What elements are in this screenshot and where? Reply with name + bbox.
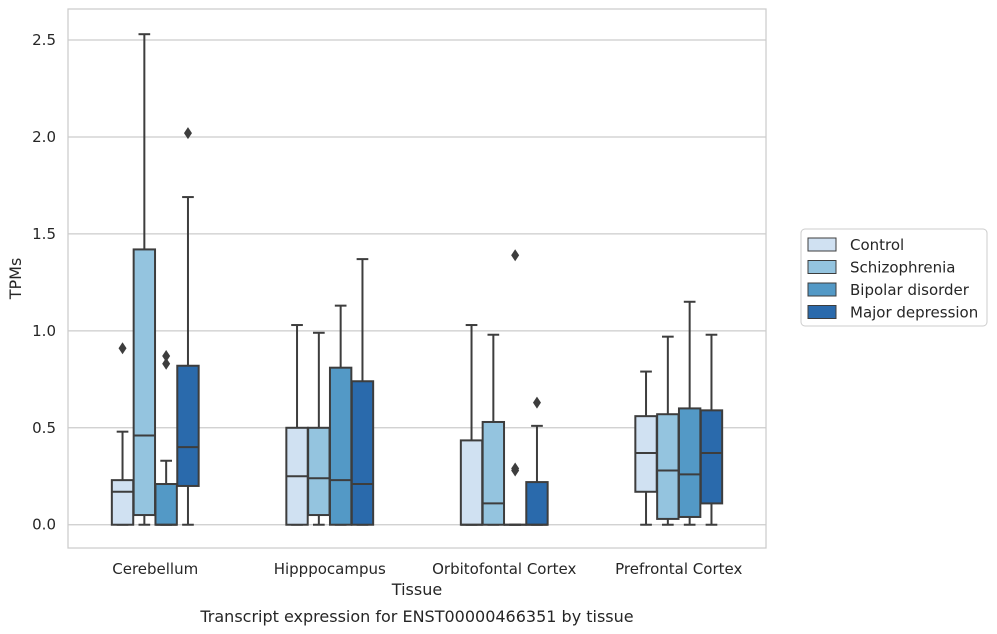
legend-label: Bipolar disorder — [850, 281, 970, 299]
legend-label: Major depression — [850, 304, 978, 322]
box — [328, 304, 353, 526]
legend-label: Control — [850, 236, 904, 254]
plot-frame — [67, 8, 767, 549]
box-body — [176, 364, 200, 487]
box-body — [132, 248, 157, 517]
x-tick-label: Hipppocampus — [274, 560, 386, 578]
x-axis-label: Tissue — [391, 580, 442, 599]
outlier-point — [162, 350, 171, 363]
box — [154, 350, 178, 526]
x-tick-label: Orbitofontal Cortex — [432, 560, 576, 578]
y-tick-label: 0.5 — [32, 419, 56, 437]
legend-frame — [800, 228, 988, 327]
box-body — [656, 413, 680, 520]
outlier-point — [532, 396, 541, 409]
box-body — [481, 420, 506, 526]
y-tick-label: 0.0 — [32, 516, 56, 534]
x-tick-labels: Cerebellum Hipppocampus Orbitofontal Corte… — [112, 560, 742, 578]
outlier-point — [162, 357, 171, 370]
legend-label: Schizophrenia — [850, 259, 955, 277]
box — [307, 331, 331, 526]
box — [656, 335, 680, 526]
outlier-point — [118, 342, 127, 355]
box — [350, 258, 375, 526]
box-body — [350, 380, 375, 526]
box — [132, 33, 157, 526]
box — [699, 333, 724, 526]
y-tick-labels: 0.0 0.5 1.0 1.5 2.0 2.5 — [32, 31, 56, 534]
box-body — [328, 366, 353, 526]
box — [525, 396, 549, 526]
box — [677, 300, 702, 526]
y-tick-label: 2.0 — [32, 128, 56, 146]
legend: Control Schizophrenia Bipolar disorder Majo… — [800, 228, 988, 327]
figure-caption: Transcript expression for ENST0000046635… — [199, 607, 633, 626]
y-tick-label: 1.0 — [32, 322, 56, 340]
x-tick-label: Prefrontal Cortex — [615, 560, 742, 578]
y-axis-label: TPMs — [6, 258, 25, 301]
box — [481, 333, 506, 526]
box-body — [699, 409, 724, 505]
box-body — [677, 407, 702, 518]
legend-swatch — [807, 237, 837, 252]
box-groups — [110, 33, 724, 526]
legend-swatch — [807, 305, 837, 319]
box — [634, 370, 658, 526]
legend-swatch — [807, 282, 837, 297]
outlier-point — [511, 462, 520, 475]
box-body — [110, 479, 135, 526]
box — [503, 249, 527, 526]
box-body — [525, 481, 549, 526]
y-tick-label: 2.5 — [32, 31, 56, 49]
box — [176, 127, 200, 526]
box-body — [459, 439, 484, 526]
legend-swatch — [807, 260, 837, 274]
box-body — [307, 426, 331, 517]
outlier-point — [183, 127, 192, 140]
box-body — [154, 483, 178, 526]
box — [285, 324, 309, 526]
box — [110, 342, 135, 526]
x-tick-label: Cerebellum — [112, 560, 198, 578]
outlier-point — [511, 249, 520, 262]
y-tick-label: 1.5 — [32, 225, 56, 243]
box — [459, 324, 484, 526]
